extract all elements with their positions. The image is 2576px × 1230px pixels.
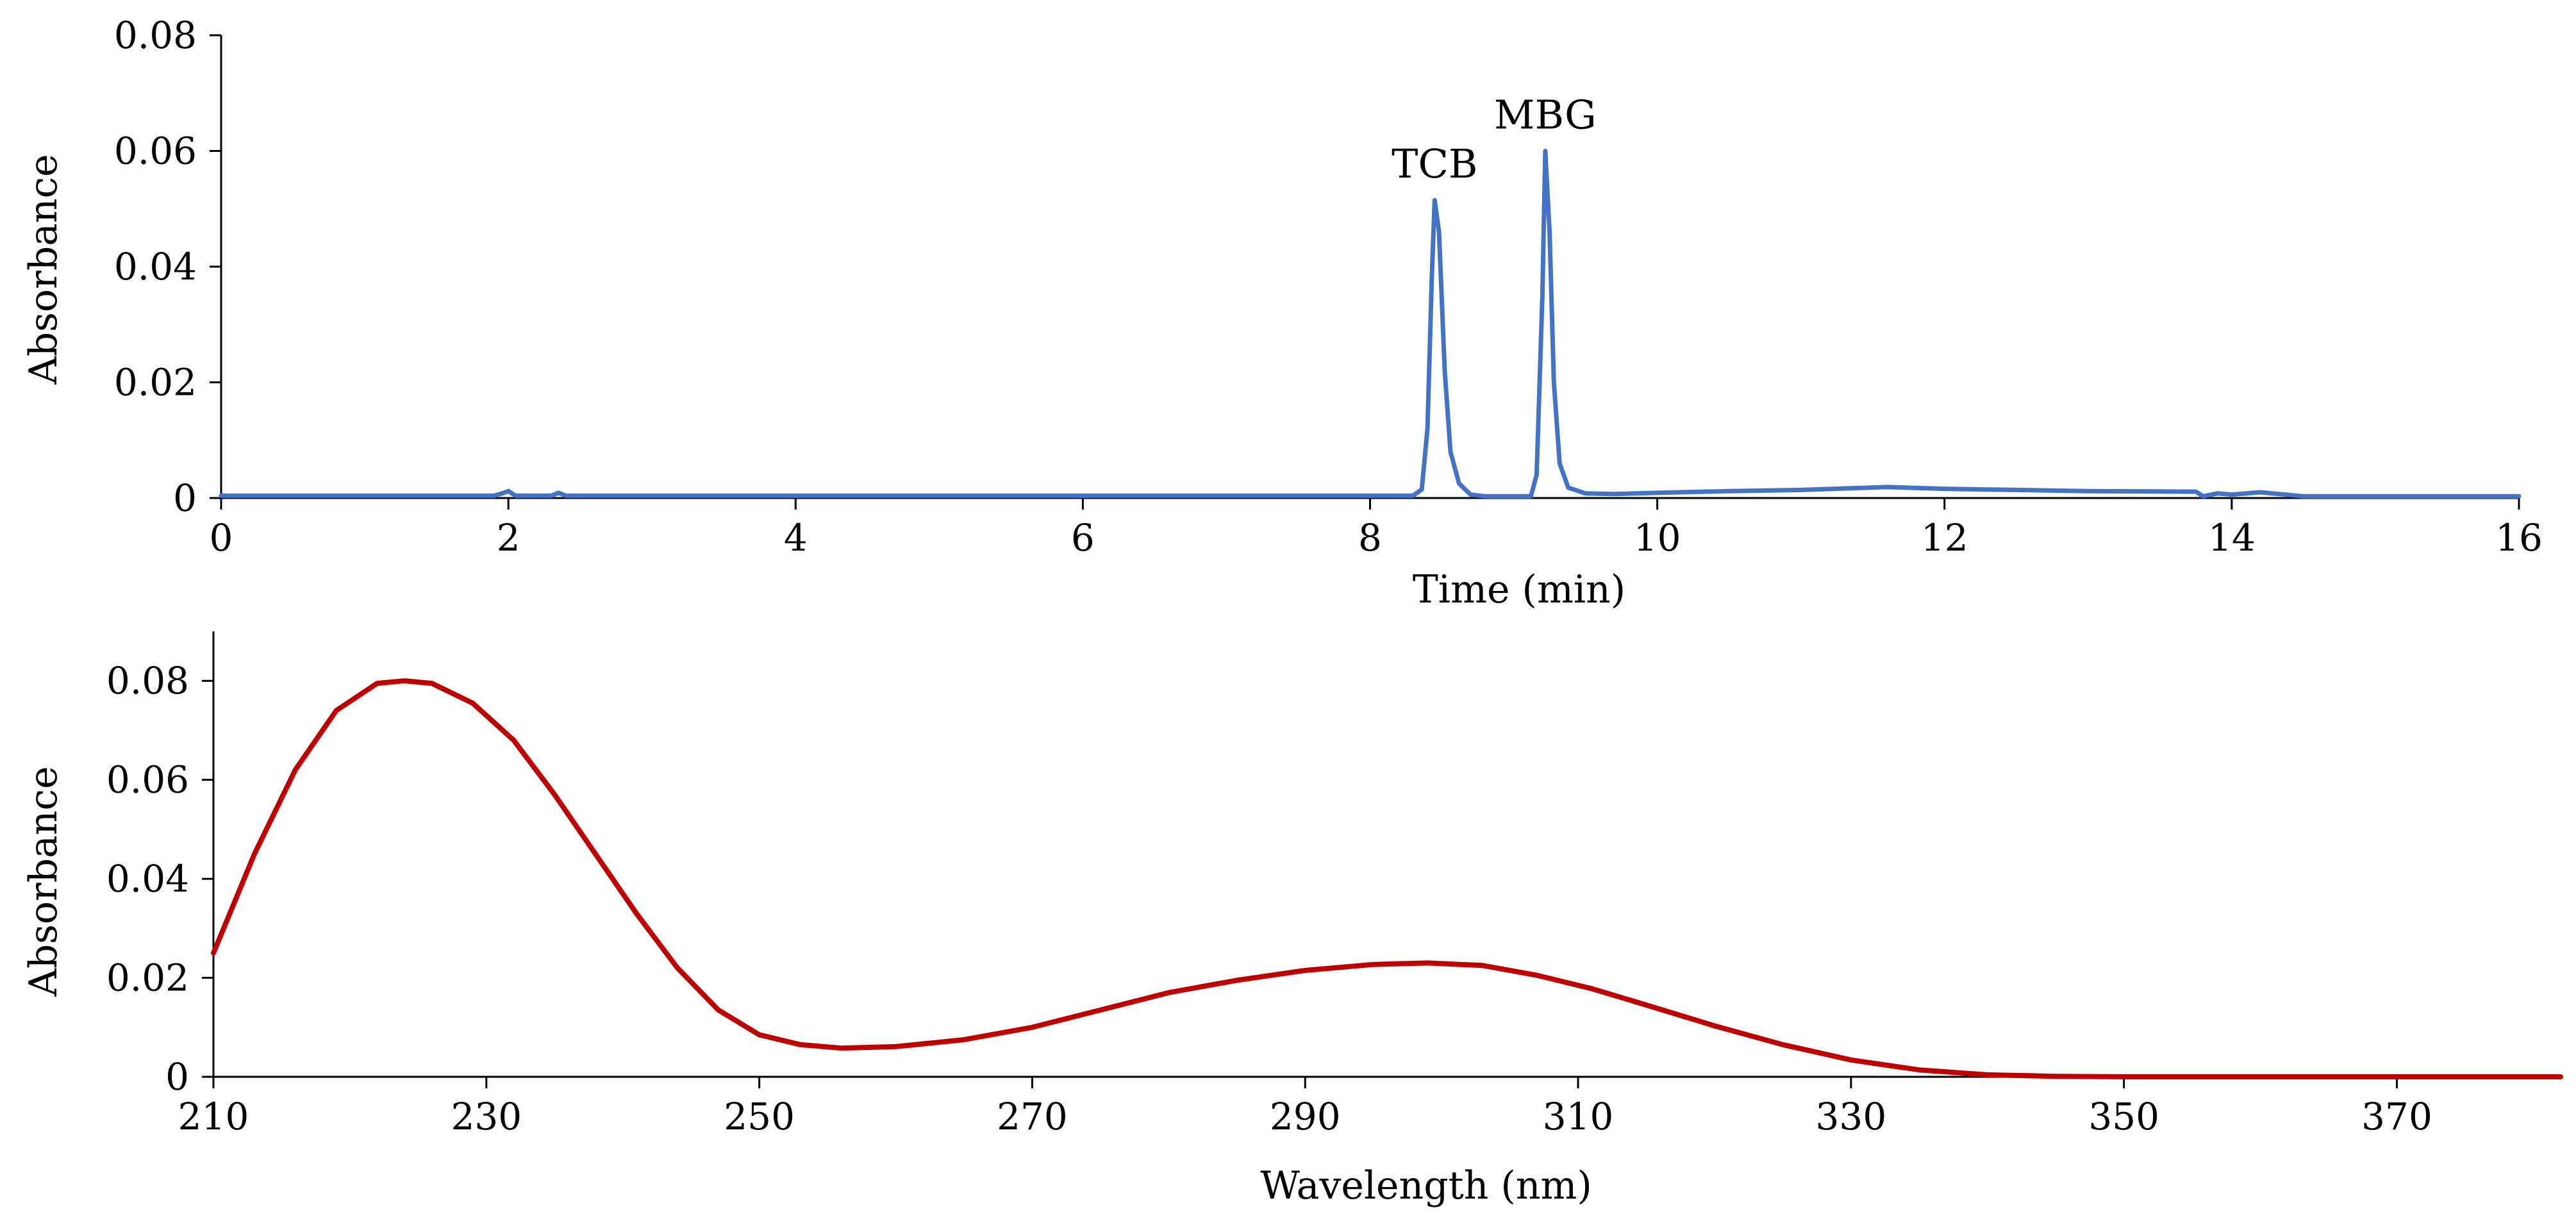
chromatogram-y-tick-label: 0 [173,476,197,520]
chromatogram-y-tick-label: 0.08 [114,13,197,57]
peak-label-tcb: TCB [1392,140,1477,187]
spectrum-x-axis-title: Wavelength (nm) [1260,1163,1592,1208]
spectrum-x-tick-label: 230 [451,1095,522,1138]
chromatogram-x-tick-label: 4 [784,516,808,560]
spectrum-x-tick-label: 350 [2088,1095,2159,1138]
chromatogram-series-line [219,149,2522,499]
chromatogram-chart: Absorbance Time (min) 0 0.02 0.04 0.06 0.08 0… [21,13,2543,612]
spectrum-x-tick-label: 330 [1816,1095,1887,1138]
chromatogram-x-tick-label: 16 [2495,516,2543,560]
spectrum-x-tick-label: 290 [1270,1095,1341,1138]
chromatogram-y-tick-label: 0.02 [114,361,197,404]
chromatogram-y-tick-label: 0.04 [114,245,197,288]
chromatogram-x-tick-label: 6 [1071,516,1095,560]
spectrum-y-axis-title: Absorbance [21,766,66,997]
spectrum-y-tick-label: 0.04 [106,857,189,901]
spectrum-x-tick-label: 270 [997,1095,1068,1138]
spectrum-x-tick-label: 370 [2361,1095,2432,1138]
chromatogram-y-axis-title: Absorbance [21,154,66,385]
chromatogram-x-tick-label: 0 [210,516,233,560]
chromatogram-y-tick-label: 0.06 [114,129,197,173]
chromatogram-x-tick-label: 2 [497,516,520,560]
spectrum-y-tick-label: 0.02 [106,956,189,1000]
spectrum-y-tick-label: 0.08 [106,659,189,702]
spectrum-y-tick-label: 0.06 [106,758,189,802]
spectrum-x-tick-label: 210 [178,1095,249,1138]
spectrum-x-tick-label: 250 [724,1095,795,1138]
chromatogram-x-axis-title: Time (min) [1413,567,1625,612]
chromatogram-x-tick-label: 12 [1921,516,1968,560]
spectrum-chart: Absorbance Wavelength (nm) 0 0.02 0.04 0.06… [21,631,2563,1208]
spectrum-y-tick-label: 0 [165,1055,189,1099]
chromatogram-x-tick-label: 14 [2208,516,2256,560]
chromatogram-x-tick-label: 10 [1634,516,1681,560]
chromatogram-x-tick-label: 8 [1358,516,1382,560]
peak-label-mbg: MBG [1494,92,1597,138]
spectrum-x-tick-label: 310 [1543,1095,1614,1138]
spectrum-series-line [211,678,2563,1079]
